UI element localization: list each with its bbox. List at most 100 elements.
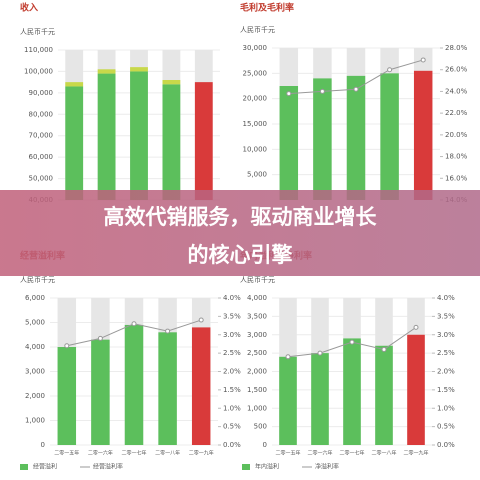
y-tick-label: 3,000: [247, 331, 267, 339]
line-marker: [413, 324, 419, 330]
chart-title: 毛利及毛利率: [240, 2, 294, 14]
line-marker: [165, 328, 171, 334]
line-marker: [286, 91, 292, 97]
x-tick-label: 二零一五年: [275, 450, 300, 457]
line-marker: [131, 321, 137, 327]
legend-label: 经营溢利率: [93, 463, 123, 471]
line-marker: [381, 346, 387, 352]
legend-swatch: [20, 464, 28, 470]
line-marker: [64, 343, 70, 349]
bar: [97, 73, 116, 200]
x-tick-label: 二零一七年: [121, 450, 146, 457]
bar: [413, 70, 433, 200]
y2-tick-label: 0.5%: [223, 423, 241, 431]
line-marker: [285, 354, 291, 360]
y-tick-label: 10,000: [243, 145, 268, 153]
y-tick-label: 20,000: [243, 95, 268, 103]
line-marker: [319, 88, 325, 94]
bar: [158, 332, 177, 445]
y-tick-label: 3,500: [247, 312, 267, 320]
y2-tick-label: 3.5%: [223, 312, 241, 320]
y2-tick-label: 2.5%: [223, 349, 241, 357]
x-tick-label: 二零一八年: [371, 450, 396, 457]
y2-tick-label: 3.0%: [223, 331, 241, 339]
y2-tick-label: 26.0%: [445, 66, 468, 74]
bar: [124, 324, 144, 445]
y2-tick-label: 2.0%: [437, 368, 455, 376]
banner-line: 高效代销服务，驱动商业增长: [104, 205, 378, 229]
y-tick-label: 100,000: [24, 67, 53, 75]
bar: [279, 356, 297, 445]
bar: [343, 338, 361, 445]
x-tick-label: 二零一九年: [403, 450, 428, 457]
y2-tick-label: 1.0%: [223, 404, 241, 412]
bar: [194, 82, 213, 200]
y2-tick-label: 0.0%: [437, 441, 455, 449]
y-tick-label: 110,000: [24, 46, 53, 54]
y-axis-label: 人民币千元: [20, 27, 55, 36]
y2-tick-label: 16.0%: [445, 174, 468, 182]
y-tick-label: 2,000: [247, 368, 267, 376]
x-tick-label: 二零一六年: [88, 450, 113, 457]
line-marker: [420, 57, 426, 63]
x-tick-label: 二零一七年: [339, 450, 364, 457]
legend-swatch: [242, 464, 250, 470]
bar: [65, 86, 84, 200]
y-tick-label: 500: [254, 423, 267, 431]
y-tick-label: 0: [263, 441, 267, 449]
y-tick-label: 3,000: [25, 368, 45, 376]
y2-tick-label: 2.5%: [437, 349, 455, 357]
bar: [130, 71, 148, 200]
chart-title: 收入: [20, 2, 38, 14]
x-tick-label: 二零一六年: [307, 450, 332, 457]
legend-label: 经营溢利: [33, 463, 57, 471]
y-tick-label: 50,000: [29, 175, 54, 183]
y-tick-label: 2,000: [25, 392, 45, 400]
y-tick-label: 80,000: [29, 110, 54, 118]
y2-tick-label: 24.0%: [445, 87, 468, 95]
x-tick-label: 二零一八年: [155, 450, 180, 457]
bar: [65, 82, 84, 87]
bar: [346, 75, 366, 200]
x-tick-label: 二零一九年: [189, 450, 214, 457]
bar: [97, 69, 116, 74]
legend-label: 年内溢利: [255, 463, 279, 471]
y2-tick-label: 4.0%: [223, 294, 241, 302]
y-tick-label: 4,000: [25, 343, 45, 351]
y-tick-label: 1,000: [247, 404, 267, 412]
bar: [162, 84, 181, 200]
y2-tick-label: 0.0%: [223, 441, 241, 449]
y-axis-label: 人民币千元: [240, 25, 275, 34]
y-tick-label: 4,000: [247, 294, 267, 302]
bar: [313, 78, 332, 200]
y-tick-label: 1,000: [25, 417, 45, 425]
y2-tick-label: 4.0%: [437, 294, 455, 302]
bar: [407, 334, 425, 445]
y2-tick-label: 28.0%: [445, 44, 468, 52]
y-tick-label: 90,000: [29, 89, 54, 97]
line-marker: [353, 86, 359, 92]
y2-tick-label: 22.0%: [445, 109, 468, 117]
y2-tick-label: 1.5%: [223, 386, 241, 394]
banner-band: [0, 190, 480, 276]
y-tick-label: 2,500: [247, 349, 267, 357]
bar: [191, 327, 211, 445]
y-tick-label: 15,000: [243, 120, 268, 128]
bar: [380, 73, 399, 200]
bar: [130, 67, 148, 72]
y-tick-label: 25,000: [243, 69, 268, 77]
y2-tick-label: 18.0%: [445, 153, 468, 161]
y2-tick-label: 0.5%: [437, 423, 455, 431]
y2-tick-label: 3.5%: [437, 312, 455, 320]
y2-tick-label: 3.0%: [437, 331, 455, 339]
y-tick-label: 30,000: [243, 44, 268, 52]
line-marker: [349, 339, 355, 345]
y2-tick-label: 2.0%: [223, 368, 241, 376]
banner-line: 的核心引擎: [188, 243, 293, 267]
y-tick-label: 70,000: [29, 132, 54, 140]
line-marker: [97, 335, 103, 341]
x-tick-label: 二零一五年: [54, 450, 79, 457]
y-tick-label: 5,000: [25, 319, 45, 327]
bar: [311, 353, 329, 445]
